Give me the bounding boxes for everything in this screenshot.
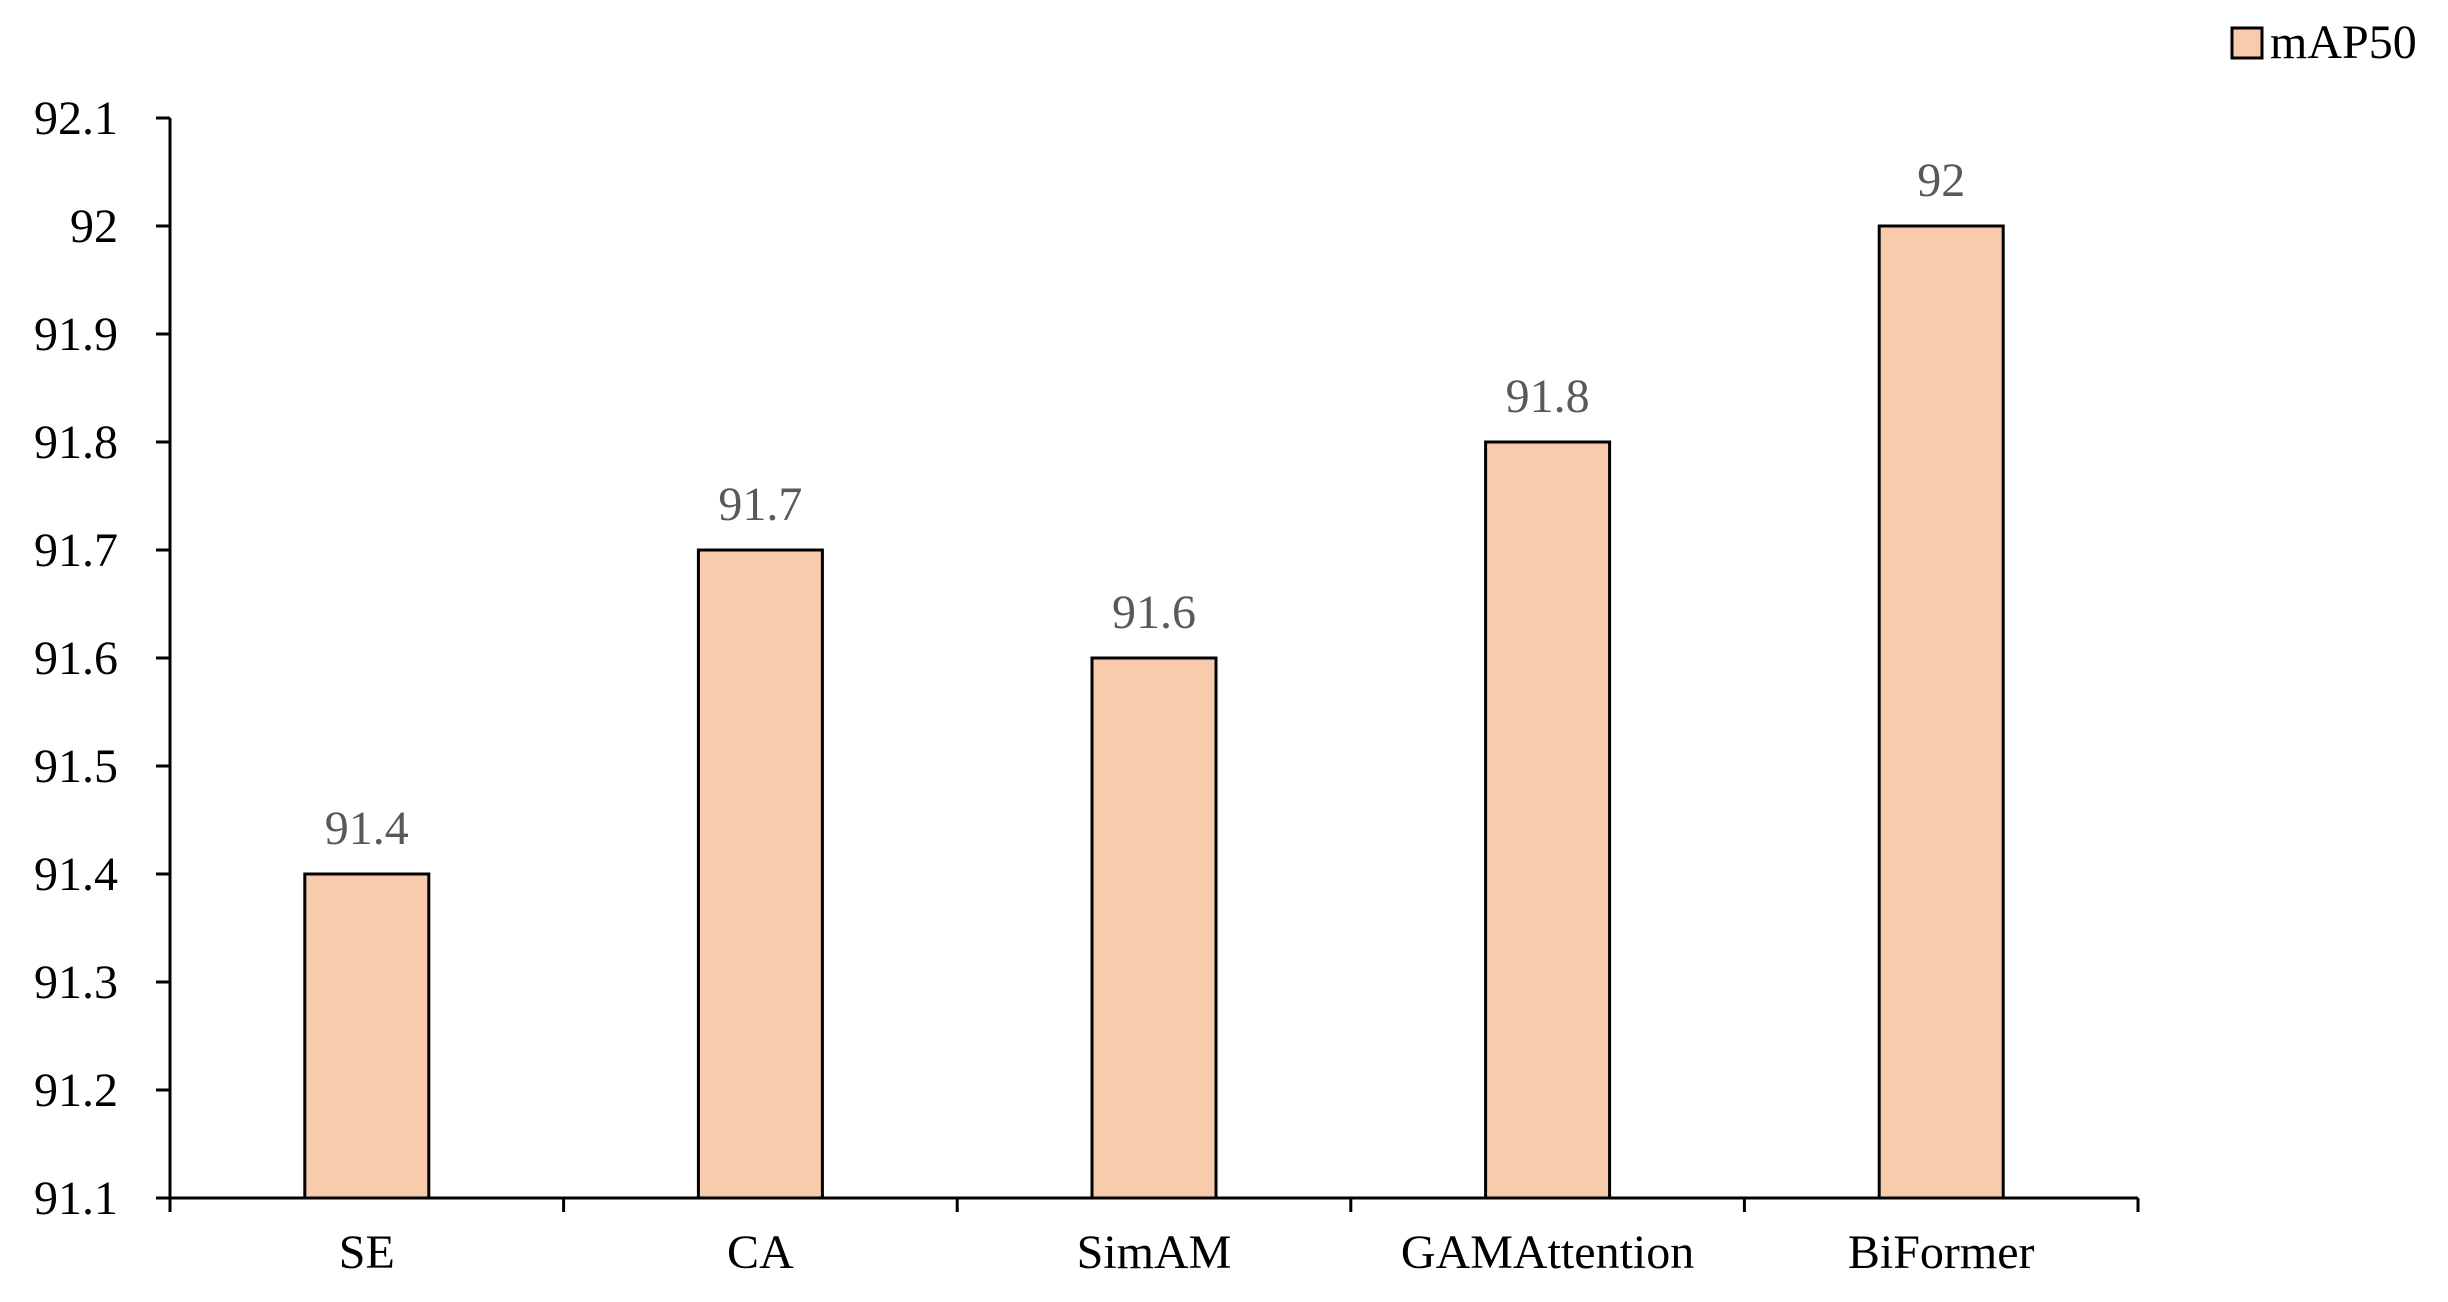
y-tick-label: 91.6 <box>34 632 118 685</box>
bar-BiFormer <box>1877 224 2005 1200</box>
y-tick-label: 91.2 <box>34 1064 118 1117</box>
data-label-BiFormer: 92 <box>1917 154 1965 207</box>
y-tick-label: 91.3 <box>34 956 118 1009</box>
legend-label-mAP50: mAP50 <box>2270 16 2417 69</box>
data-label-SimAM: 91.6 <box>1112 586 1196 639</box>
y-tick-label: 92.1 <box>34 92 118 145</box>
legend: mAP50 <box>2230 16 2417 69</box>
x-tick-label: SimAM <box>1077 1226 1232 1279</box>
y-tick-label: 91.8 <box>34 416 118 469</box>
x-tick-label: CA <box>727 1226 794 1279</box>
data-label-GAMAttention: 91.8 <box>1506 370 1590 423</box>
x-tick-label: BiFormer <box>1848 1226 2035 1279</box>
legend-swatch-mAP50 <box>2230 26 2264 60</box>
y-axis: 91.1 91.2 91.3 91.4 91.5 91.6 91.7 91.8 91.9 92 92… <box>34 92 172 1225</box>
y-tick-label: 91.7 <box>34 524 118 577</box>
y-tick-label: 91.4 <box>34 848 118 901</box>
y-tick-label: 91.5 <box>34 740 118 793</box>
data-label-CA: 91.7 <box>718 478 802 531</box>
y-tick-label: 92 <box>70 200 118 253</box>
x-tick-label: SE <box>339 1226 395 1279</box>
data-labels: 91.4 91.7 91.6 91.8 92 <box>325 154 1965 855</box>
x-axis: SE CA SimAM GAMAttention BiFormer <box>168 1196 2140 1279</box>
x-tick-label: GAMAttention <box>1401 1226 1694 1279</box>
data-label-SE: 91.4 <box>325 802 409 855</box>
bar-GAMAttention <box>1484 440 1612 1200</box>
bar-CA <box>696 548 824 1200</box>
bars <box>303 224 2005 1200</box>
y-tick-label: 91.1 <box>34 1172 118 1225</box>
bar-SE <box>303 872 431 1200</box>
y-tick-label: 91.9 <box>34 308 118 361</box>
bar-SimAM <box>1090 656 1218 1200</box>
